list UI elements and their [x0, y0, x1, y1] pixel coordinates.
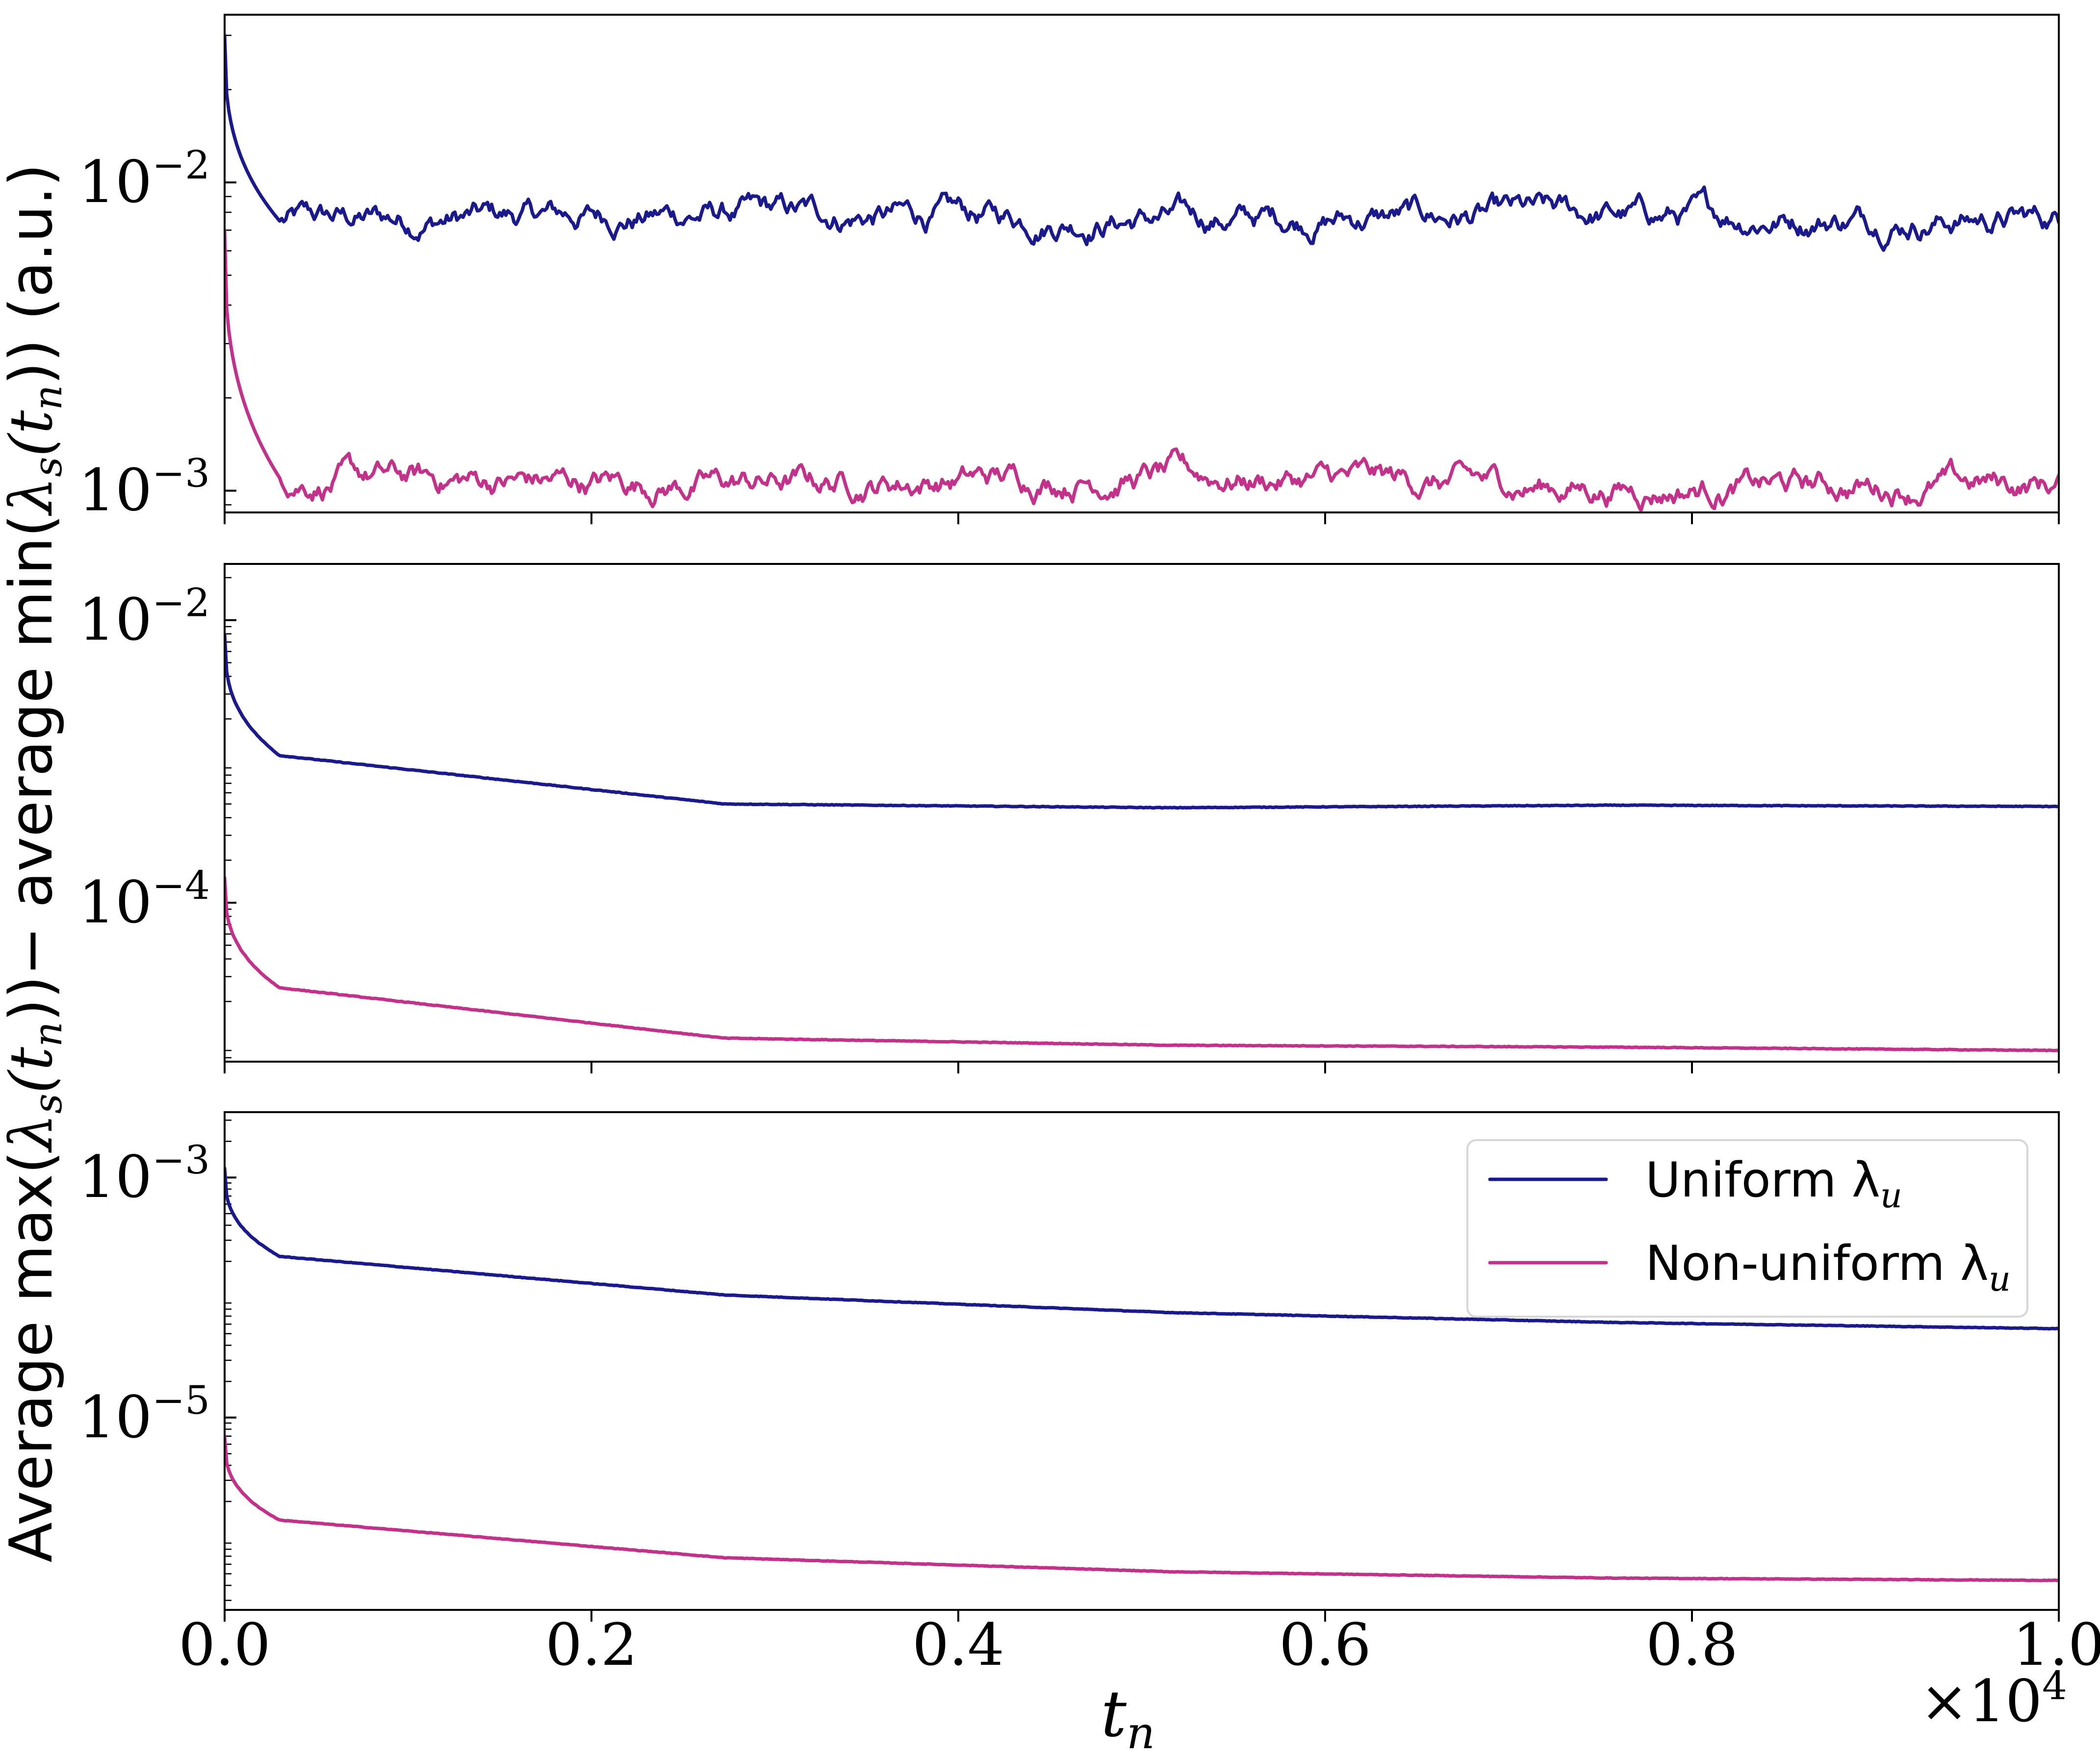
axes-frame	[224, 563, 2060, 1063]
x-tick-label: 0.2	[545, 1611, 638, 1679]
x-tick-label: 0.8	[1646, 1611, 1738, 1679]
bottom-panel: 10−3 10−5	[78, 1111, 2060, 1622]
y-axis-label: Average max(λs(tn))− average min(λs(tn))…	[0, 164, 71, 1563]
x-tick-labels: 0.0 0.2 0.4 0.6 0.8 1.0	[179, 1611, 2100, 1679]
series-line-uniform	[225, 1166, 2059, 1331]
legend: Uniform λu Non-uniform λu	[1466, 1139, 2028, 1318]
series-line-non-uniform	[225, 1434, 2059, 1582]
y-tick-label: 10−2	[78, 142, 210, 216]
middle-panel: 10−2 10−4	[78, 563, 2060, 1073]
y-tick-label: 10−2	[78, 580, 210, 654]
y-tick-label: 10−4	[78, 863, 210, 936]
series-line-uniform	[225, 632, 2059, 810]
x-tick-label: 0.4	[912, 1611, 1004, 1679]
x-tick-label: 1.0	[2013, 1611, 2100, 1679]
x-tick-label: 0.0	[179, 1611, 271, 1679]
legend-label-non-uniform: Non-uniform λu	[1645, 1236, 2011, 1299]
series-line-non-uniform	[225, 228, 2059, 512]
legend-label-uniform: Uniform λu	[1645, 1152, 1902, 1216]
top-panel: 10−2 10−3	[78, 14, 2060, 524]
x-tick-label: 0.6	[1279, 1611, 1371, 1679]
y-tick-label: 10−3	[78, 1137, 210, 1211]
axes-frame	[224, 1111, 2060, 1611]
series-line-uniform	[225, 33, 2059, 252]
series-line-non-uniform	[225, 876, 2059, 1053]
axes-frame	[224, 14, 2060, 513]
y-tick-label: 10−3	[78, 451, 210, 524]
x-axis-label: tn	[1101, 1677, 1155, 1757]
x-offset-text: ×104	[1920, 1663, 2067, 1735]
y-tick-label: 10−5	[78, 1377, 210, 1451]
legend-frame	[1466, 1139, 2028, 1318]
